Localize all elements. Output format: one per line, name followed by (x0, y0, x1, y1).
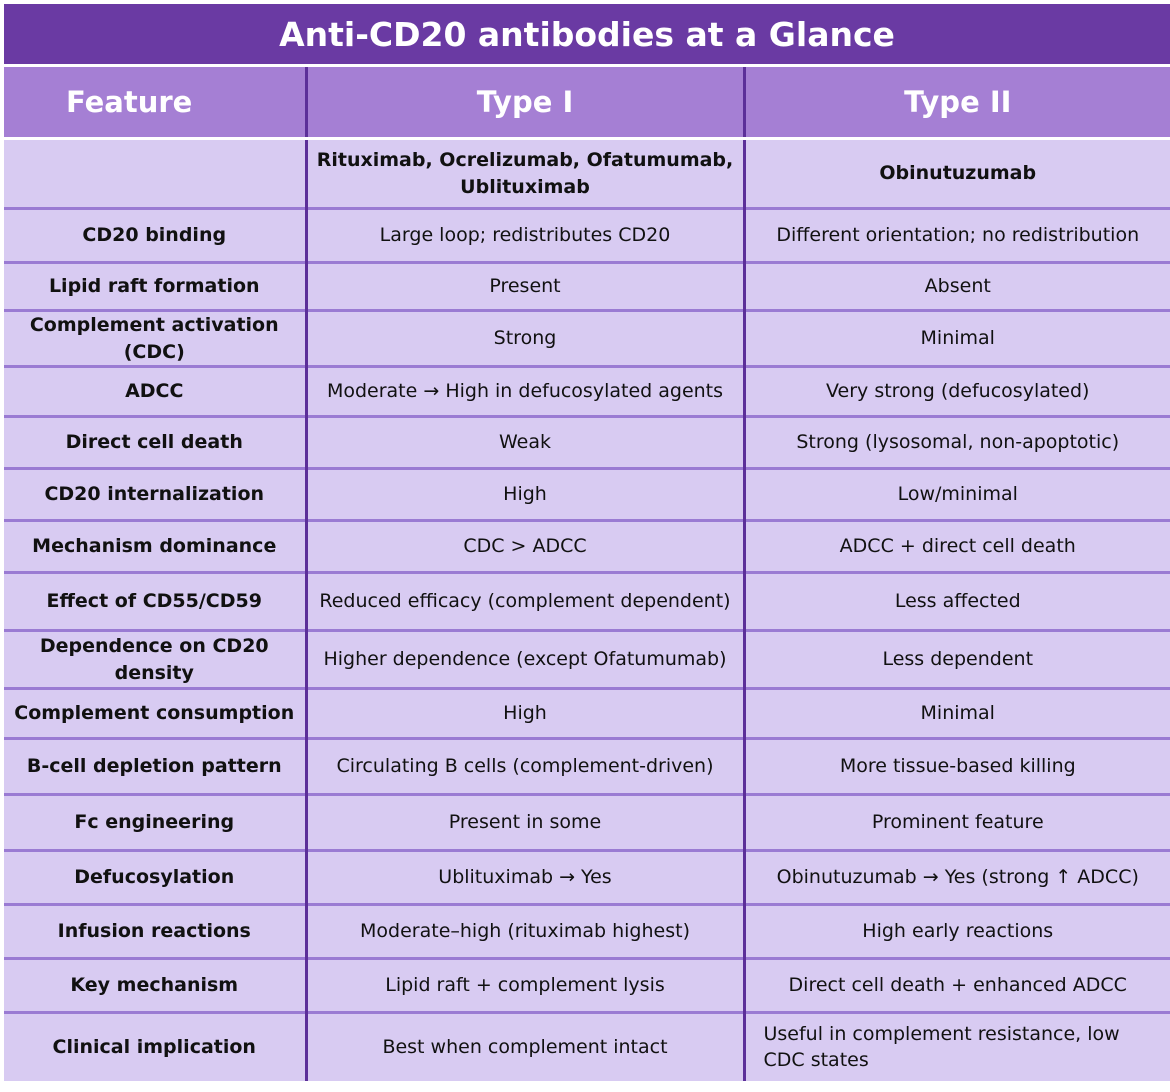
type-2-cell: Less affected (742, 571, 1170, 631)
table-row: Key mechanism Lipid raft + complement lys… (4, 957, 1170, 1013)
type-1-cell: Ublituximab → Yes (304, 849, 744, 905)
feature-cell: Lipid raft formation (4, 261, 306, 311)
header-feature: Feature (4, 67, 306, 140)
type-2-cell: Useful in complement resistance, low CDC… (742, 1011, 1170, 1081)
feature-cell: Defucosylation (4, 849, 306, 905)
page-title: Anti-CD20 antibodies at a Glance (4, 4, 1170, 67)
feature-cell: Complement activation (CDC) (4, 308, 306, 367)
type-2-cell: High early reactions (742, 903, 1170, 959)
feature-cell: Infusion reactions (4, 903, 306, 959)
feature-cell: Clinical implication (4, 1011, 306, 1081)
type-1-cell: Reduced efficacy (complement dependent) (304, 571, 744, 631)
table-row: Infusion reactions Moderate–high (rituxim… (4, 903, 1170, 959)
type-1-cell: Circulating B cells (complement-driven) (304, 737, 744, 795)
type-2-cell: Strong (lysosomal, non-apoptotic) (742, 415, 1170, 469)
type-2-cell: Low/minimal (742, 467, 1170, 521)
feature-cell: Direct cell death (4, 415, 306, 469)
comparison-table: Feature Type I Type II Rituximab, Ocreli… (4, 67, 1170, 1081)
type-1-cell: Present in some (304, 793, 744, 851)
type-1-cell: Strong (304, 308, 744, 367)
type-1-cell: Moderate–high (rituximab highest) (304, 903, 744, 959)
type-1-cell: Best when complement intact (304, 1011, 744, 1081)
type-1-cell: Lipid raft + complement lysis (304, 957, 744, 1013)
type-1-cell: Higher dependence (except Ofatumumab) (304, 629, 744, 689)
table-row: Dependence on CD20 density Higher depende… (4, 629, 1170, 689)
type-2-cell: Absent (742, 261, 1170, 311)
feature-cell: Mechanism dominance (4, 519, 306, 573)
feature-cell: B-cell depletion pattern (4, 737, 306, 795)
table-body: Rituximab, Ocrelizumab, Ofatumumab, Ubli… (4, 137, 1170, 1081)
table-row: B-cell depletion pattern Circulating B ce… (4, 737, 1170, 795)
type-1-cell: High (304, 687, 744, 739)
table-row: Fc engineering Present in some Prominent f… (4, 793, 1170, 851)
type-2-cell: Direct cell death + enhanced ADCC (742, 957, 1170, 1013)
type-1-cell: Rituximab, Ocrelizumab, Ofatumumab, Ubli… (304, 137, 744, 209)
type-2-cell: Minimal (742, 687, 1170, 739)
feature-cell: CD20 internalization (4, 467, 306, 521)
type-1-cell: Weak (304, 415, 744, 469)
feature-cell: Effect of CD55/CD59 (4, 571, 306, 631)
type-1-cell: High (304, 467, 744, 521)
table-row: Lipid raft formation Present Absent (4, 261, 1170, 311)
type-2-cell: Obinutuzumab (742, 137, 1170, 209)
type-1-cell: CDC > ADCC (304, 519, 744, 573)
table-row: Clinical implication Best when complement… (4, 1011, 1170, 1081)
header-row: Feature Type I Type II (4, 67, 1170, 140)
feature-cell: Key mechanism (4, 957, 306, 1013)
table-row: Complement activation (CDC) Strong Minimal (4, 308, 1170, 367)
type-1-cell: Large loop; redistributes CD20 (304, 207, 744, 263)
feature-cell (4, 137, 306, 209)
feature-cell: ADCC (4, 365, 306, 417)
feature-cell: Fc engineering (4, 793, 306, 851)
type-2-cell: More tissue-based killing (742, 737, 1170, 795)
table-row: Mechanism dominance CDC > ADCC ADCC + dire… (4, 519, 1170, 573)
table-row: Complement consumption High Minimal (4, 687, 1170, 739)
table-row: ADCC Moderate → High in defucosylated age… (4, 365, 1170, 417)
feature-cell: CD20 binding (4, 207, 306, 263)
type-2-cell: Very strong (defucosylated) (742, 365, 1170, 417)
type-1-cell: Present (304, 261, 744, 311)
type-2-cell: Less dependent (742, 629, 1170, 689)
feature-cell: Dependence on CD20 density (4, 629, 306, 689)
table-row: Defucosylation Ublituximab → Yes Obinutuzu… (4, 849, 1170, 905)
type-2-cell: Different orientation; no redistribution (742, 207, 1170, 263)
table-row: Effect of CD55/CD59 Reduced efficacy (com… (4, 571, 1170, 631)
header-type-1: Type I (304, 67, 744, 140)
table-row: Rituximab, Ocrelizumab, Ofatumumab, Ubli… (4, 137, 1170, 209)
table-row: CD20 internalization High Low/minimal (4, 467, 1170, 521)
type-2-cell: Obinutuzumab → Yes (strong ↑ ADCC) (742, 849, 1170, 905)
table-row: Direct cell death Weak Strong (lysosomal, … (4, 415, 1170, 469)
comparison-infographic: Anti-CD20 antibodies at a Glance Feature… (4, 4, 1170, 1082)
header-type-2: Type II (742, 67, 1170, 140)
type-2-cell: ADCC + direct cell death (742, 519, 1170, 573)
type-1-cell: Moderate → High in defucosylated agents (304, 365, 744, 417)
feature-cell: Complement consumption (4, 687, 306, 739)
type-2-cell: Minimal (742, 308, 1170, 367)
type-2-cell: Prominent feature (742, 793, 1170, 851)
table-row: CD20 binding Large loop; redistributes CD… (4, 207, 1170, 263)
